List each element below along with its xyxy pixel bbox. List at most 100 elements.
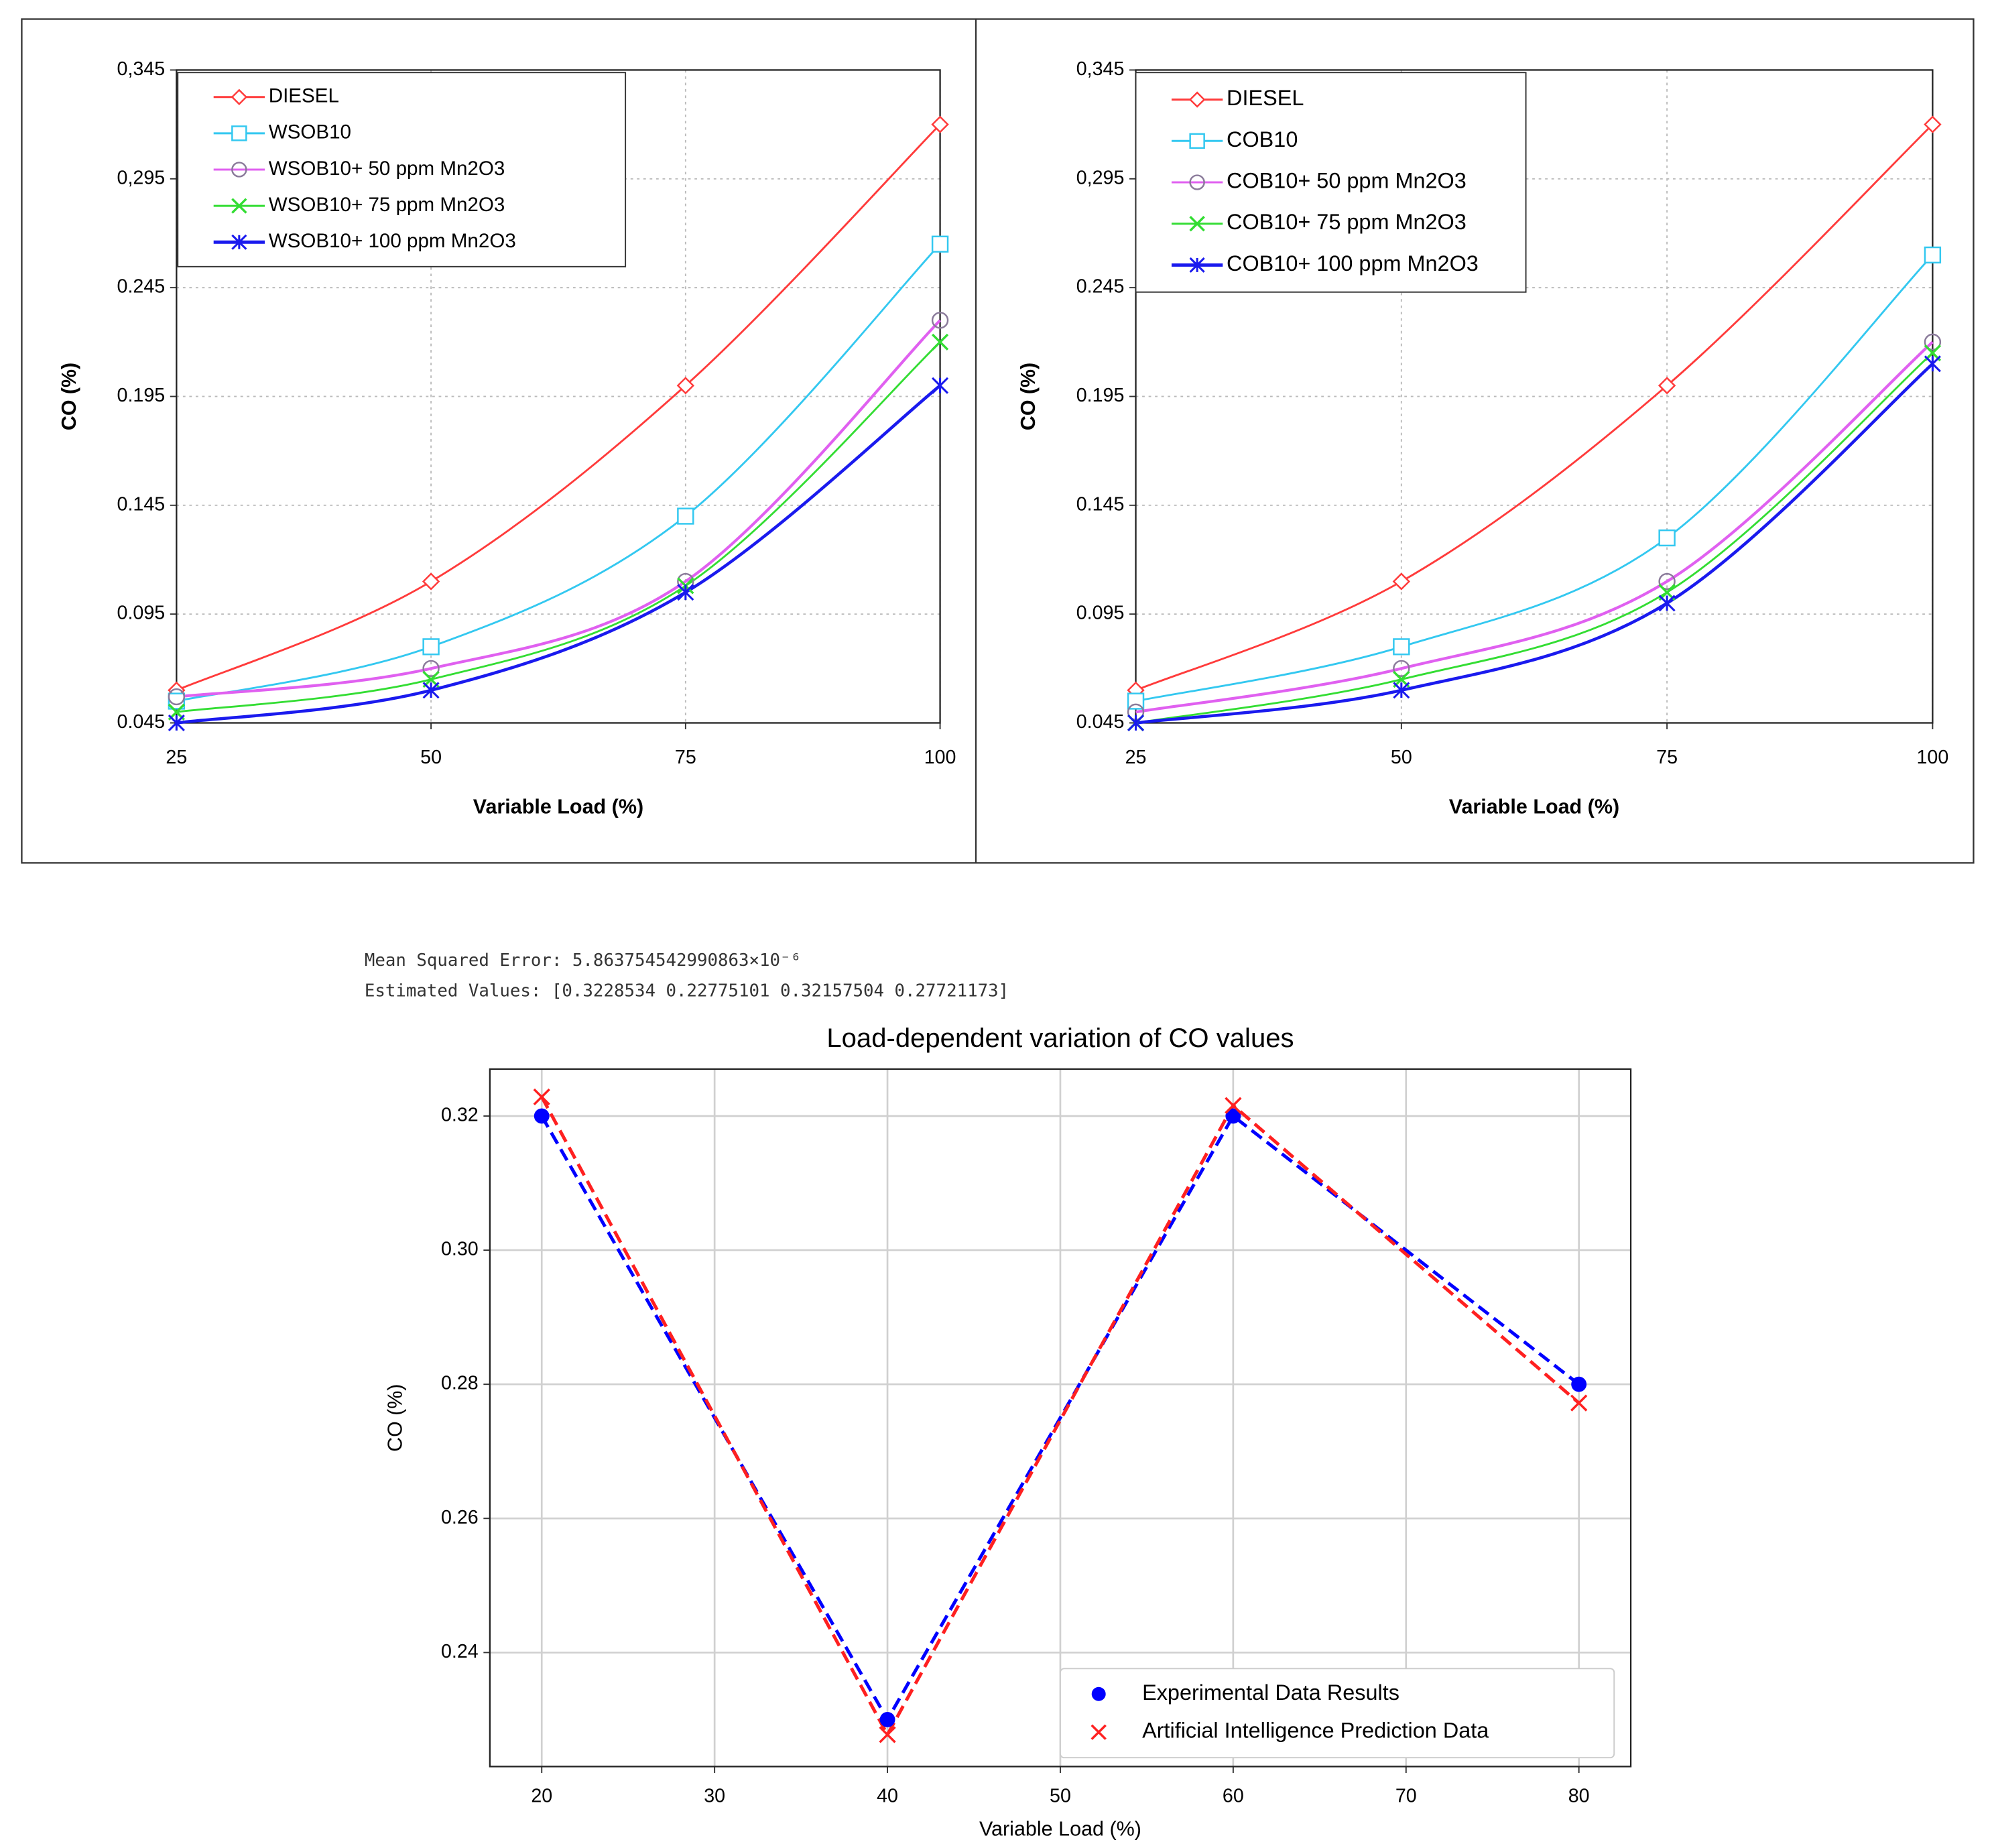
legend-label: COB10 [1227,127,1298,151]
plot-frame [1135,69,1934,724]
legend-label: WSOB10 [269,121,351,143]
series-line [176,384,942,725]
marker-diamond [1188,91,1206,108]
marker-square [931,235,949,253]
y-tick-label: 0,345 [1076,58,1125,80]
marker-star [1393,682,1410,699]
marker-x [1189,216,1205,232]
marker-star [677,584,694,601]
y-tick-label: 0.045 [117,711,166,733]
legend-label: COB10+ 75 ppm Mn2O3 [1227,210,1467,234]
marker-diamond [676,377,695,395]
legend-label: WSOB10+ 50 ppm Mn2O3 [269,158,505,180]
chart-title: Load-dependent variation of CO values [826,1024,1294,1053]
y-axis-label: CO (%) [58,363,80,430]
y-tick-label: 0.26 [441,1507,479,1528]
y-tick-label: 0.245 [117,276,166,298]
top-panel-frame [21,18,1975,864]
legend-label: WSOB10+ 100 ppm Mn2O3 [269,230,516,252]
y-tick-label: 0.195 [1076,385,1125,406]
annotation: Mean Squared Error: 5.863754542990863×10… [365,950,801,971]
y-tick-label: 0.28 [441,1373,479,1394]
x-tick-label: 50 [1391,747,1412,768]
plot-frame [489,1068,1632,1768]
y-tick-label: 0.095 [1076,603,1125,624]
marker-star [231,234,247,250]
series-line [176,243,941,702]
legend-label: DIESEL [1227,86,1304,110]
x-tick-label: 25 [1125,747,1147,768]
x-tick-label: 75 [675,747,696,768]
marker-x [1570,1394,1588,1412]
x-tick-label: 40 [877,1786,898,1807]
legend-box [1060,1668,1615,1759]
y-tick-label: 0.245 [1076,276,1125,298]
series-line [176,319,942,698]
marker-star [1189,257,1205,273]
marker-circle [1924,333,1942,351]
legend-label: DIESEL [269,85,339,107]
marker-dot [1091,1686,1106,1701]
series-line [1135,254,1934,702]
marker-square [1393,638,1410,656]
marker-square [231,125,247,141]
x-tick-label: 70 [1395,1786,1417,1807]
x-tick-label: 30 [704,1786,725,1807]
marker-diamond [422,572,440,591]
y-tick-label: 0,345 [117,58,166,80]
marker-star [168,715,185,731]
marker-diamond [1924,115,1942,133]
marker-diamond [1658,377,1676,395]
marker-square [1924,246,1942,264]
marker-star [1127,715,1145,731]
marker-circle [931,312,949,329]
marker-square [1189,133,1205,149]
marker-circle [1189,174,1205,190]
y-tick-label: 0.30 [441,1239,479,1260]
marker-x [1225,1097,1242,1114]
marker-dot [1571,1376,1587,1392]
x-tick-label: 75 [1656,747,1678,768]
x-tick-label: 25 [166,747,187,768]
y-tick-label: 0.145 [117,493,166,515]
marker-diamond [931,115,949,133]
legend-label: COB10+ 50 ppm Mn2O3 [1227,169,1467,193]
marker-star [422,682,440,699]
marker-star [1924,355,1941,373]
y-tick-label: 0.045 [1076,711,1125,733]
y-axis-label: CO (%) [1017,363,1040,430]
marker-square [422,638,440,656]
plot-frame [176,69,941,724]
marker-circle [168,688,186,706]
marker-x [231,198,247,214]
series-line [176,341,941,713]
y-tick-label: 0.145 [1076,493,1125,515]
marker-circle [422,660,440,677]
x-axis-label: Variable Load (%) [979,1818,1141,1841]
y-tick-label: 0.24 [441,1641,479,1662]
x-tick-label: 100 [1917,747,1949,768]
series-line [1135,341,1934,714]
marker-x [931,333,949,351]
legend-label: Experimental Data Results [1142,1680,1399,1705]
series-line [1135,363,1934,725]
marker-dot [1225,1108,1241,1124]
marker-circle [1658,572,1676,591]
marker-x [879,1726,896,1743]
marker-dot [879,1712,895,1727]
x-axis-label: Variable Load (%) [1449,796,1619,818]
series-line [1135,352,1934,724]
x-tick-label: 50 [420,747,442,768]
marker-square [1658,529,1676,547]
y-tick-label: 0.195 [117,385,166,406]
x-tick-label: 60 [1223,1786,1244,1807]
y-tick-label: 0.095 [117,603,166,624]
y-axis-label: CO (%) [384,1384,407,1452]
y-tick-label: 0.32 [441,1105,479,1126]
marker-diamond [1392,572,1411,591]
marker-circle [231,162,247,178]
series-line [176,123,941,692]
x-tick-label: 20 [531,1786,552,1807]
marker-x [1091,1724,1107,1740]
